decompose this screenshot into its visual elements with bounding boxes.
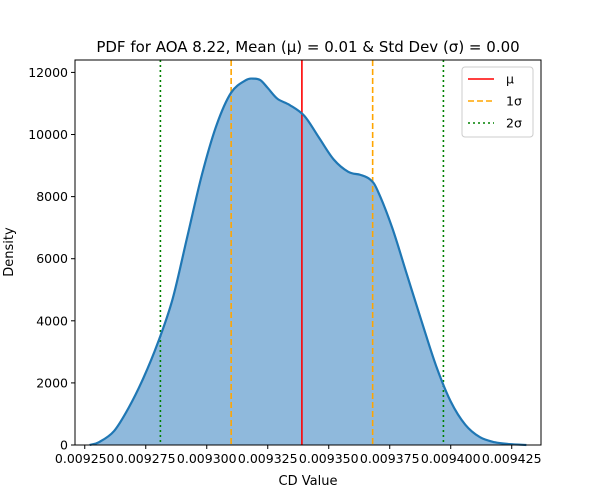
x-tick-label: 0.009275 (116, 451, 176, 466)
x-axis: 0.009250 0.009275 0.009300 0.009325 0.009350… (55, 445, 542, 466)
density-curve-line (89, 77, 527, 447)
x-tick-label: 0.009300 (177, 451, 237, 466)
x-axis-label: CD Value (279, 474, 338, 489)
density-area-fill (89, 78, 527, 446)
x-tick-label: 0.009250 (55, 451, 115, 466)
legend-label: μ (506, 72, 514, 87)
legend: μ 1σ 2σ (461, 66, 534, 138)
y-tick-label: 4000 (36, 313, 68, 328)
y-tick-label: 2000 (36, 375, 68, 390)
x-tick-label: 0.009400 (421, 451, 481, 466)
x-tick-label: 0.009425 (482, 451, 542, 466)
y-axis: 0 2000 4000 6000 8000 10000 12000 (28, 65, 75, 453)
plot-area (89, 60, 527, 447)
x-tick-label: 0.009350 (299, 451, 359, 466)
y-axis-label: Density (2, 227, 17, 277)
x-tick-label: 0.009375 (360, 451, 420, 466)
x-tick-label: 0.009325 (238, 451, 298, 466)
y-tick-label: 10000 (28, 127, 68, 142)
legend-label: 1σ (506, 94, 522, 109)
y-tick-label: 6000 (36, 251, 68, 266)
chart-title: PDF for AOA 8.22, Mean (μ) = 0.01 & Std … (96, 38, 519, 56)
y-tick-label: 0 (60, 438, 68, 453)
legend-box (461, 66, 534, 138)
plot-frame (74, 59, 542, 446)
legend-label: 2σ (506, 116, 522, 131)
y-tick-label: 12000 (28, 65, 68, 80)
y-tick-label: 8000 (36, 189, 68, 204)
